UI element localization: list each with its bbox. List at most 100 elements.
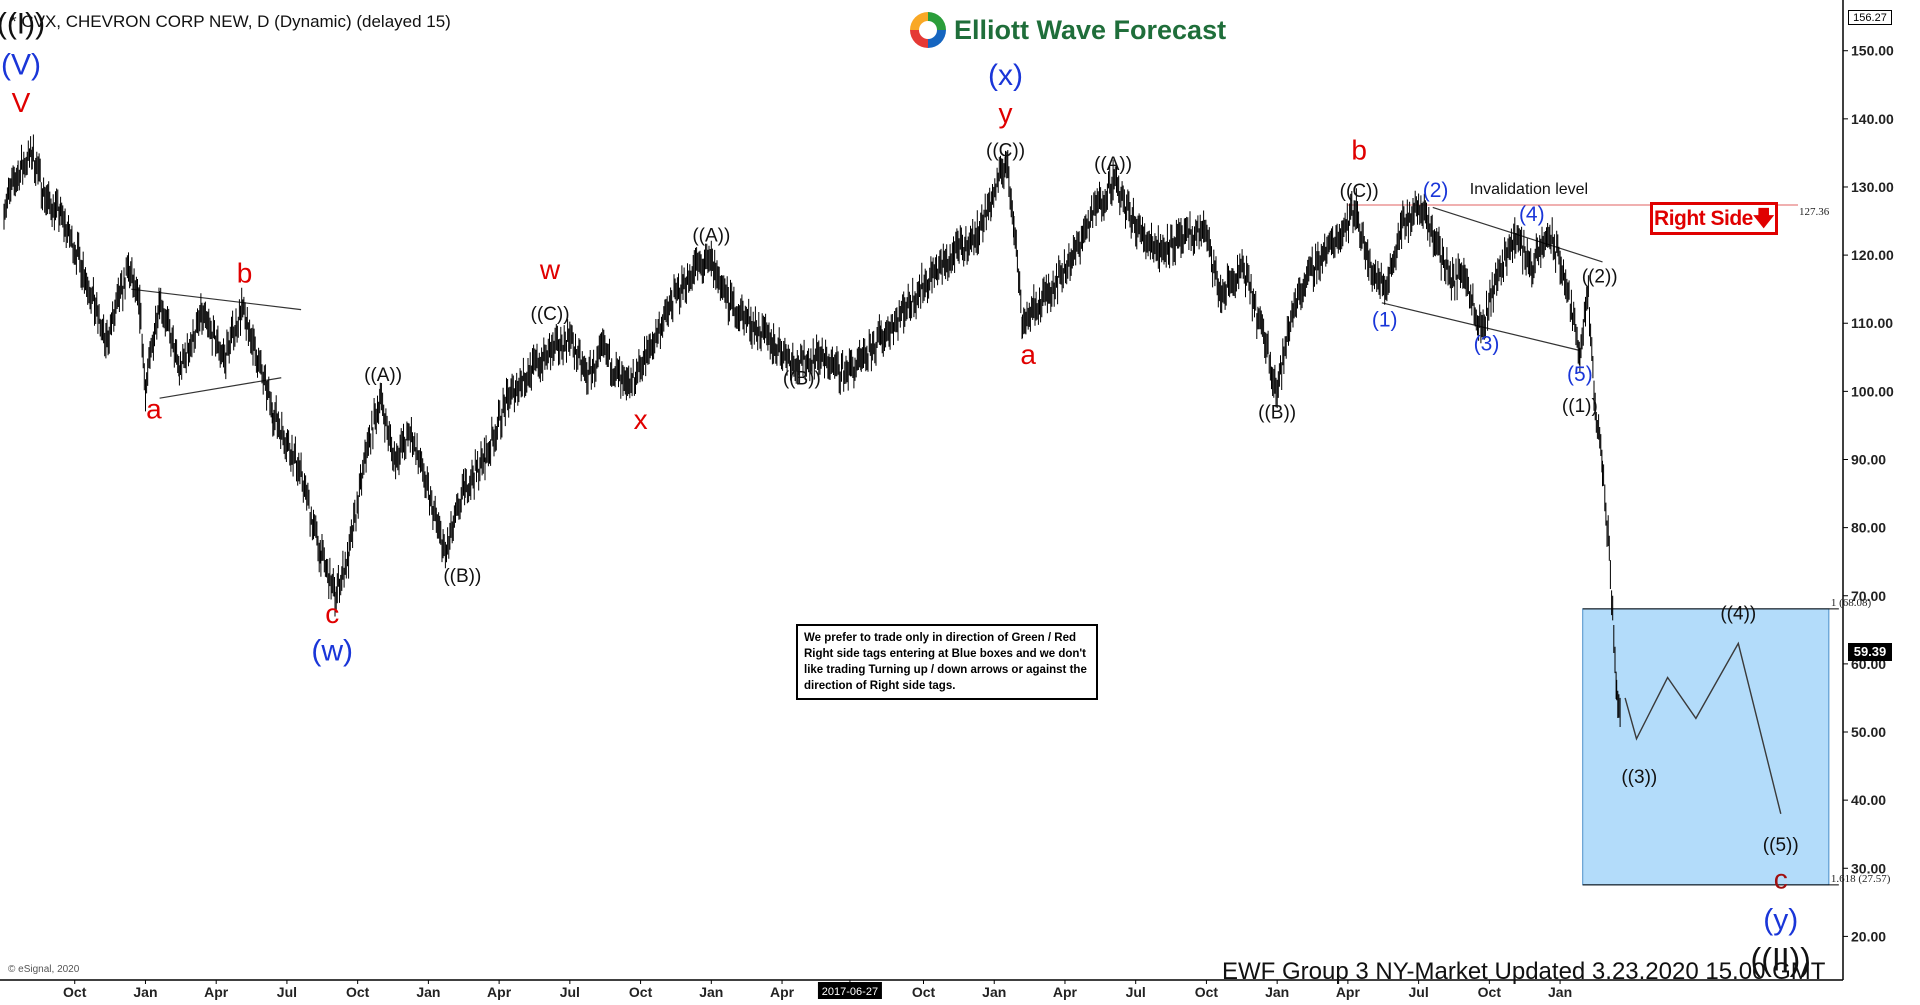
wave-label: ((2)) bbox=[1582, 266, 1618, 287]
x-tick-label: Oct bbox=[346, 984, 370, 1000]
x-tick-label: Jan bbox=[1265, 984, 1289, 1000]
logo-text: Elliott Wave Forecast bbox=[954, 14, 1227, 45]
x-tick-label: Jan bbox=[699, 984, 723, 1000]
copyright-text: © eSignal, 2020 bbox=[8, 964, 80, 975]
x-tick-label: Oct bbox=[1195, 984, 1219, 1000]
current-price-label: 59.39 bbox=[1848, 643, 1892, 661]
wave-label: a bbox=[146, 394, 162, 425]
wave-label: w bbox=[539, 254, 561, 285]
x-tick-label: Jul bbox=[277, 984, 297, 1000]
y-tick-label: 130.00 bbox=[1851, 179, 1894, 195]
wave-label: a bbox=[1020, 339, 1036, 370]
price-series bbox=[3, 134, 1621, 727]
wave-label: ((A)) bbox=[1094, 154, 1132, 175]
y-tick-label: 40.00 bbox=[1851, 792, 1886, 808]
wave-label: ((I)) bbox=[0, 8, 45, 41]
x-tick-label: Jan bbox=[982, 984, 1006, 1000]
trendline bbox=[131, 288, 302, 311]
trendline bbox=[1432, 206, 1603, 263]
x-tick-label: Jul bbox=[1408, 984, 1428, 1000]
x-tick-label: Jul bbox=[1126, 984, 1146, 1000]
wave-label: (3) bbox=[1474, 332, 1500, 355]
blue-box-rect bbox=[1582, 608, 1830, 886]
wave-label: ((B)) bbox=[1258, 403, 1296, 424]
wave-label: c bbox=[325, 598, 339, 629]
y-tick-label: 50.00 bbox=[1851, 724, 1886, 740]
wave-label: (1) bbox=[1372, 309, 1398, 332]
x-tick-label: Jan bbox=[133, 984, 157, 1000]
wave-label: ((1)) bbox=[1562, 396, 1598, 417]
y-tick-label: 120.00 bbox=[1851, 247, 1894, 263]
y-tick-label: 150.00 bbox=[1851, 43, 1894, 59]
x-tick-label: Oct bbox=[63, 984, 87, 1000]
wave-label: ((5)) bbox=[1763, 835, 1799, 856]
wave-label: b bbox=[1351, 135, 1367, 166]
wave-label: ((C)) bbox=[531, 304, 570, 325]
wave-label: (V) bbox=[1, 49, 41, 82]
wave-label: (w) bbox=[311, 634, 353, 667]
wave-label: ((B)) bbox=[443, 566, 481, 587]
x-tick-label: Jul bbox=[560, 984, 580, 1000]
x-tick-label: Apr bbox=[487, 984, 512, 1000]
wave-label: (y) bbox=[1763, 904, 1798, 937]
logo-icon bbox=[910, 12, 946, 48]
footer-update-text: EWF Group 3 NY-Market Updated 3.23.2020 … bbox=[1222, 958, 1826, 985]
y-axis-ticks: 150.00 140.00 130.00 120.00 110.00 100.00 90.0… bbox=[1843, 43, 1894, 944]
wave-label: x bbox=[634, 404, 648, 435]
wave-label: c bbox=[1774, 864, 1788, 895]
fib-top-label: 1 (68.08) bbox=[1831, 597, 1872, 609]
x-tick-label: Oct bbox=[629, 984, 653, 1000]
x-tick-highlight bbox=[817, 982, 882, 999]
x-tick-label: Oct bbox=[1478, 984, 1502, 1000]
wave-label: ((A)) bbox=[692, 225, 730, 246]
y-tick-label: 110.00 bbox=[1851, 315, 1893, 331]
trendline bbox=[159, 377, 282, 399]
wave-label: (x) bbox=[988, 59, 1023, 92]
wave-label: (5) bbox=[1567, 363, 1593, 386]
y-tick-label: 140.00 bbox=[1851, 111, 1894, 127]
wave-label: ((3)) bbox=[1621, 767, 1657, 788]
target-blue-box: 1 (68.08) 1.618 (27.57) bbox=[1582, 597, 1891, 886]
x-tick-label: Jan bbox=[1548, 984, 1572, 1000]
wave-label: ((4)) bbox=[1720, 604, 1756, 625]
wave-label: (4) bbox=[1519, 203, 1545, 226]
axis-frame bbox=[0, 0, 1844, 981]
x-tick-label: Jan bbox=[416, 984, 440, 1000]
y-tick-label: 100.00 bbox=[1851, 383, 1894, 399]
price-bars bbox=[3, 134, 1621, 727]
y-tick-label: 90.00 bbox=[1851, 451, 1886, 467]
invalidation-label: Invalidation level bbox=[1470, 181, 1588, 198]
trading-note: We prefer to trade only in direction of … bbox=[796, 624, 1098, 700]
x-tick-label: Apr bbox=[1336, 984, 1361, 1000]
x-tick-label: Oct bbox=[912, 984, 936, 1000]
right-side-tag: Right Side🡇 bbox=[1650, 202, 1778, 235]
wave-label: b bbox=[237, 257, 253, 288]
wave-label: ((B)) bbox=[783, 369, 821, 390]
x-tick-label: 2017-06-27 bbox=[822, 986, 878, 998]
fib-bottom-label: 1.618 (27.57) bbox=[1831, 873, 1891, 885]
y-tick-label: 70.00 bbox=[1851, 588, 1886, 604]
wave-label: ((II)) bbox=[1751, 941, 1811, 977]
wave-label: y bbox=[999, 97, 1013, 128]
invalidation-value: 127.36 bbox=[1799, 206, 1830, 218]
x-axis-ticks: Oct Jan Apr Jul Oct Jan Apr Jul Oct Jan Apr 2017-06… bbox=[63, 980, 1572, 1000]
projection-path bbox=[1624, 641, 1782, 814]
wave-label: V bbox=[12, 87, 31, 118]
y-tick-label: 20.00 bbox=[1851, 928, 1886, 944]
brand-logo: Elliott Wave Forecast bbox=[910, 8, 1226, 52]
right-side-tag-text: Right Side bbox=[1654, 207, 1753, 230]
wave-label: ((A)) bbox=[364, 365, 402, 386]
down-arrow-icon: 🡇 bbox=[1752, 207, 1775, 230]
wave-label: ((C)) bbox=[986, 140, 1025, 161]
chart-header-title: * CVX, CHEVRON CORP NEW, D (Dynamic) (de… bbox=[10, 12, 451, 31]
x-tick-label: Apr bbox=[1053, 984, 1078, 1000]
x-tick-label: Apr bbox=[204, 984, 229, 1000]
wave-labels: ((I)) (V) Va b c (w) ((A)) ((B)) ((C)) w x ((A)) ((B… bbox=[0, 8, 1811, 978]
top-price-label: 156.27 bbox=[1848, 10, 1892, 25]
y-tick-label: 80.00 bbox=[1851, 520, 1886, 536]
wave-label: (2) bbox=[1423, 179, 1449, 202]
x-tick-label: Apr bbox=[770, 984, 795, 1000]
wave-label: ((C)) bbox=[1340, 181, 1379, 202]
y-tick-label: 30.00 bbox=[1851, 860, 1886, 876]
projection-line bbox=[1624, 641, 1782, 814]
